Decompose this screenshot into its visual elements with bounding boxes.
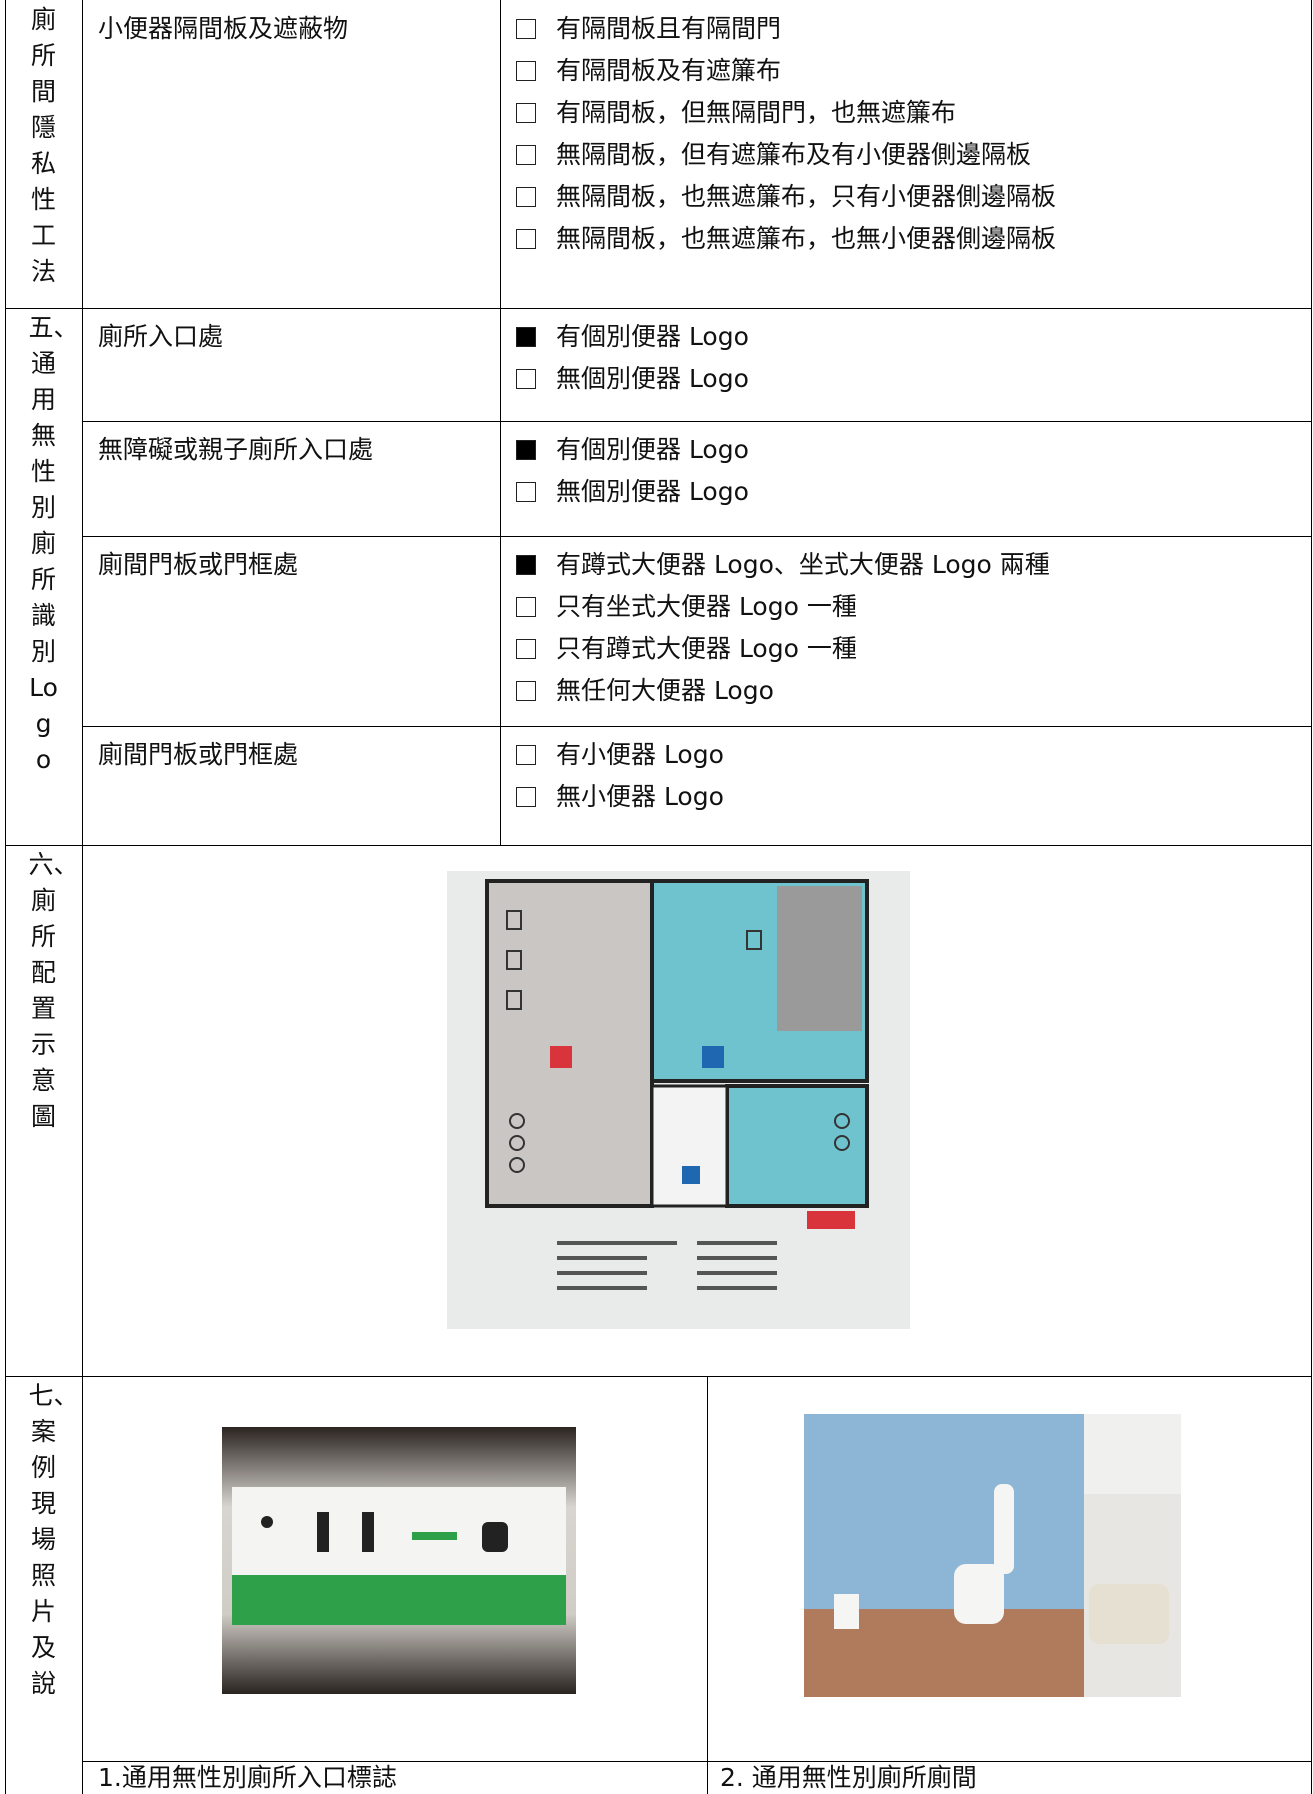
option: 無隔間板，也無遮簾布，也無小便器側邊隔板 <box>516 218 1056 260</box>
option-text: 無隔間板，也無遮簾布，也無小便器側邊隔板 <box>556 224 1057 253</box>
checkbox <box>516 369 536 389</box>
option-text: 有小便器 Logo <box>556 740 724 769</box>
item-label: 無障礙或親子廁所入口處 <box>98 435 374 464</box>
option-text: 無小便器 Logo <box>556 782 724 811</box>
option-text: 只有蹲式大便器 Logo 一種 <box>556 634 857 663</box>
option-text: 無個別便器 Logo <box>556 364 749 393</box>
border <box>82 1761 1312 1762</box>
option: 有小便器 Logo <box>516 734 724 776</box>
option: 只有蹲式大便器 Logo 一種 <box>516 628 1050 670</box>
option: 無隔間板，但有遮簾布及有小便器側邊隔板 <box>516 134 1056 176</box>
photo-caption: 1.通用無性別廁所入口標誌 <box>98 1763 397 1792</box>
checkbox <box>516 787 536 807</box>
border <box>5 308 1312 309</box>
checkbox <box>516 440 536 460</box>
option-text: 無隔間板，但有遮簾布及有小便器側邊隔板 <box>556 140 1032 169</box>
option-text: 有隔間板，但無隔間門，也無遮簾布 <box>556 98 957 127</box>
option-text: 有隔間板且有隔間門 <box>556 14 782 43</box>
checkbox <box>516 482 536 502</box>
option-text: 有個別便器 Logo <box>556 322 749 351</box>
checkbox <box>516 229 536 249</box>
option-list: 有蹲式大便器 Logo、坐式大便器 Logo 兩種 只有坐式大便器 Logo 一種… <box>516 536 1050 712</box>
checkbox <box>516 745 536 765</box>
option-text: 無隔間板，也無遮簾布，只有小便器側邊隔板 <box>556 182 1057 211</box>
checkbox <box>516 597 536 617</box>
section-label: 六、廁所配置示意圖 <box>28 850 79 1131</box>
section-label: 廁所間隱私性工法 <box>30 5 56 286</box>
option: 有隔間板及有遮簾布 <box>516 50 1056 92</box>
border <box>5 1376 1312 1377</box>
section-label: 七、案例現場照片及說 <box>28 1381 79 1698</box>
option-text: 有個別便器 Logo <box>556 435 749 464</box>
item-label: 廁間門板或門框處 <box>98 550 299 579</box>
checkbox <box>516 327 536 347</box>
checkbox <box>516 145 536 165</box>
checkbox <box>516 61 536 81</box>
option: 有個別便器 Logo <box>516 316 749 358</box>
entrance-sign-photo <box>222 1427 576 1694</box>
border <box>82 421 1312 422</box>
photo-caption: 2. 通用無性別廁所廁間 <box>720 1763 977 1792</box>
checkbox <box>516 555 536 575</box>
option: 有隔間板且有隔間門 <box>516 8 1056 50</box>
option: 有個別便器 Logo <box>516 429 749 471</box>
option: 只有坐式大便器 Logo 一種 <box>516 586 1050 628</box>
section-label: 五、通用無性別廁所識別Logo <box>28 313 79 774</box>
option: 無個別便器 Logo <box>516 471 749 513</box>
item-label: 廁所入口處 <box>98 322 224 351</box>
option-list: 有隔間板且有隔間門 有隔間板及有遮簾布有隔間板，但無隔間門，也無遮簾布無隔間板，但… <box>516 0 1056 260</box>
border <box>500 0 501 845</box>
option: 有蹲式大便器 Logo、坐式大便器 Logo 兩種 <box>516 544 1050 586</box>
border <box>82 536 1312 537</box>
option-list: 有個別便器 Logo 無個別便器 Logo <box>516 421 749 513</box>
checkbox <box>516 19 536 39</box>
border <box>82 726 1312 727</box>
item-label: 小便器隔間板及遮蔽物 <box>98 14 349 43</box>
option-list: 有小便器 Logo 無小便器 Logo <box>516 726 724 818</box>
option-text: 無任何大便器 Logo <box>556 676 774 705</box>
option-text: 無個別便器 Logo <box>556 477 749 506</box>
option-text: 有隔間板及有遮簾布 <box>556 56 782 85</box>
border <box>5 845 1312 846</box>
checkbox <box>516 681 536 701</box>
option: 無隔間板，也無遮簾布，只有小便器側邊隔板 <box>516 176 1056 218</box>
option-text: 有蹲式大便器 Logo、坐式大便器 Logo 兩種 <box>556 550 1050 579</box>
option: 無任何大便器 Logo <box>516 670 1050 712</box>
option-text: 只有坐式大便器 Logo 一種 <box>556 592 857 621</box>
restroom-photo <box>804 1414 1181 1697</box>
checkbox <box>516 639 536 659</box>
option: 無個別便器 Logo <box>516 358 749 400</box>
checkbox <box>516 187 536 207</box>
border <box>82 0 83 1794</box>
option-list: 有個別便器 Logo 無個別便器 Logo <box>516 308 749 400</box>
checkbox <box>516 103 536 123</box>
option: 無小便器 Logo <box>516 776 724 818</box>
border <box>707 1376 708 1794</box>
item-label: 廁間門板或門框處 <box>98 740 299 769</box>
border <box>1311 0 1312 1794</box>
floor-plan-image <box>447 871 910 1329</box>
border <box>5 0 6 1794</box>
option: 有隔間板，但無隔間門，也無遮簾布 <box>516 92 1056 134</box>
